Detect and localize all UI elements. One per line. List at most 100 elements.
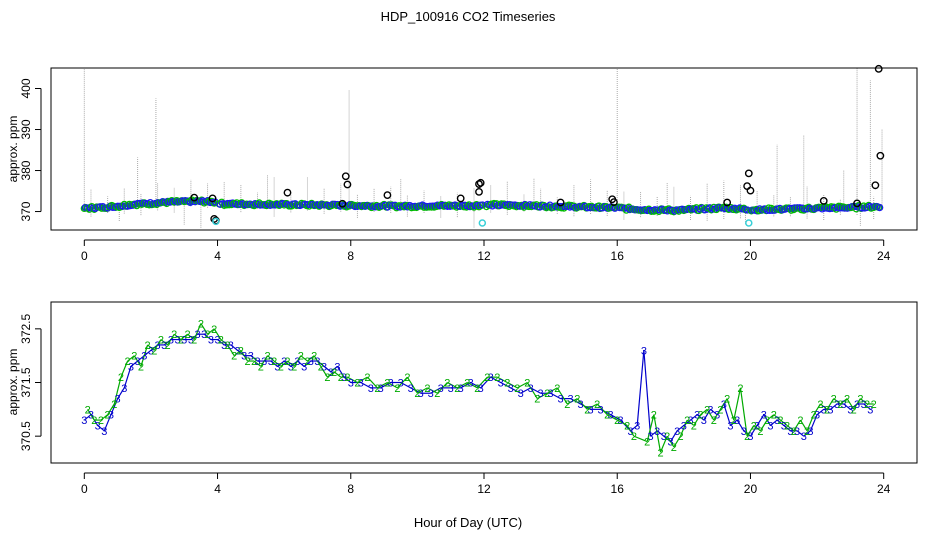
- series-2-point: 2: [831, 394, 837, 406]
- series-2-point: 2: [424, 383, 430, 395]
- series-2-segment: [160, 339, 168, 346]
- series-3-segment: [736, 419, 745, 432]
- series-3-point: 3: [388, 378, 394, 390]
- series-2-point: 2: [151, 345, 157, 357]
- series-3-point: 3: [478, 383, 484, 395]
- series-2-point: 2: [271, 356, 277, 368]
- series-2-segment: [280, 360, 288, 367]
- blue-point: [119, 202, 127, 210]
- series-2-segment: [739, 387, 748, 437]
- series-3-point: 3: [681, 420, 687, 432]
- series-3-point: 3: [807, 426, 813, 438]
- series-2-segment: [547, 387, 558, 394]
- series-2-segment: [700, 408, 708, 416]
- series-2-segment: [300, 355, 308, 362]
- series-2-segment: [833, 398, 841, 405]
- series-3-segment: [670, 430, 678, 442]
- series-3-segment: [756, 414, 765, 426]
- series-2-segment: [187, 333, 195, 341]
- series-3-segment: [500, 381, 511, 389]
- series-2-segment: [107, 403, 115, 416]
- series-2-segment: [436, 382, 448, 394]
- blue-point: [279, 199, 287, 208]
- series-3-point: 3: [135, 356, 141, 368]
- series-3-point: 3: [161, 340, 167, 352]
- series-2-segment: [320, 366, 328, 378]
- series-3-segment: [863, 403, 871, 410]
- series-3-segment: [816, 408, 825, 416]
- series-3-point: 3: [854, 399, 860, 411]
- series-2-segment: [147, 344, 155, 351]
- series-3-point: 3: [661, 431, 667, 443]
- series-3-point: 3: [627, 426, 633, 438]
- series-3-segment: [400, 381, 412, 389]
- series-3-point: 3: [241, 351, 247, 363]
- series-2-point: 2: [804, 426, 810, 438]
- series-3-point: 3: [408, 383, 414, 395]
- series-3-point: 3: [707, 404, 713, 416]
- figure-title: HDP_100916 CO2 Timeseries: [381, 9, 556, 24]
- series-2-segment: [313, 355, 322, 367]
- series-2-point: 2: [158, 335, 164, 347]
- series-2-segment: [357, 376, 368, 384]
- series-2-segment: [327, 371, 335, 378]
- x-tick-label: 0: [81, 249, 88, 263]
- x-tick-label: 4: [214, 249, 221, 263]
- series-2-point: 2: [404, 372, 410, 384]
- x-axis-label: Hour of Day (UTC): [414, 515, 522, 530]
- series-2-segment: [193, 323, 202, 340]
- series-3-point: 3: [398, 378, 404, 390]
- series-2-segment: [713, 409, 721, 421]
- series-2-point: 2: [244, 356, 250, 368]
- series-2-segment: [87, 409, 95, 421]
- series-2-point: 2: [231, 351, 237, 363]
- series-2-segment: [753, 424, 761, 432]
- series-3-segment: [783, 424, 791, 432]
- series-2-point: 2: [864, 399, 870, 411]
- series-3-point: 3: [634, 420, 640, 432]
- series-3-point: 3: [867, 404, 873, 416]
- series-3-point: 3: [847, 404, 853, 416]
- blue-point: [96, 203, 104, 211]
- series-2-point: 2: [211, 324, 217, 336]
- series-3-point: 3: [827, 404, 833, 416]
- blue-point: [558, 202, 567, 211]
- series-3-point: 3: [448, 383, 454, 395]
- series-2-point: 2: [298, 351, 304, 363]
- top-axes: 0 4 8 12 16 20 24 370 380 390 400: [19, 78, 891, 263]
- series-3-segment: [630, 424, 638, 432]
- series-2-point: 2: [394, 383, 400, 395]
- y-tick-label: 372.5: [19, 313, 33, 343]
- series-3-point: 3: [438, 383, 444, 395]
- series-2-point: 2: [704, 404, 710, 416]
- y-tick-label: 370: [19, 201, 33, 221]
- series-3-point: 3: [308, 356, 314, 368]
- series-2-point: 2: [811, 410, 817, 422]
- series-2-point: 2: [711, 415, 717, 427]
- series-3-segment: [730, 419, 738, 426]
- series-3-point: 3: [701, 415, 707, 427]
- series-3-point: 3: [234, 345, 240, 357]
- series-2-segment: [633, 435, 648, 443]
- series-3-point: 3: [261, 356, 267, 368]
- series-3-segment: [676, 424, 685, 432]
- series-2-point: 2: [318, 361, 324, 373]
- series-2-segment: [387, 381, 398, 389]
- series-3-point: 3: [538, 388, 544, 400]
- series-2-point: 2: [454, 383, 460, 395]
- series-2-segment: [167, 333, 175, 346]
- series-2-segment: [556, 387, 568, 405]
- series-2-point: 2: [98, 415, 104, 427]
- series-3-segment: [656, 430, 665, 437]
- series-2-point: 2: [374, 383, 380, 395]
- series-2-segment: [100, 414, 108, 421]
- series-2-point: 2: [737, 383, 743, 395]
- series-3-point: 3: [274, 361, 280, 373]
- series-2-point: 2: [844, 394, 850, 406]
- series-2-point: 2: [677, 431, 683, 443]
- series-2-point: 2: [304, 356, 310, 368]
- series-3-point: 3: [647, 431, 653, 443]
- series-3-point: 3: [248, 351, 254, 363]
- series-3-point: 3: [168, 335, 174, 347]
